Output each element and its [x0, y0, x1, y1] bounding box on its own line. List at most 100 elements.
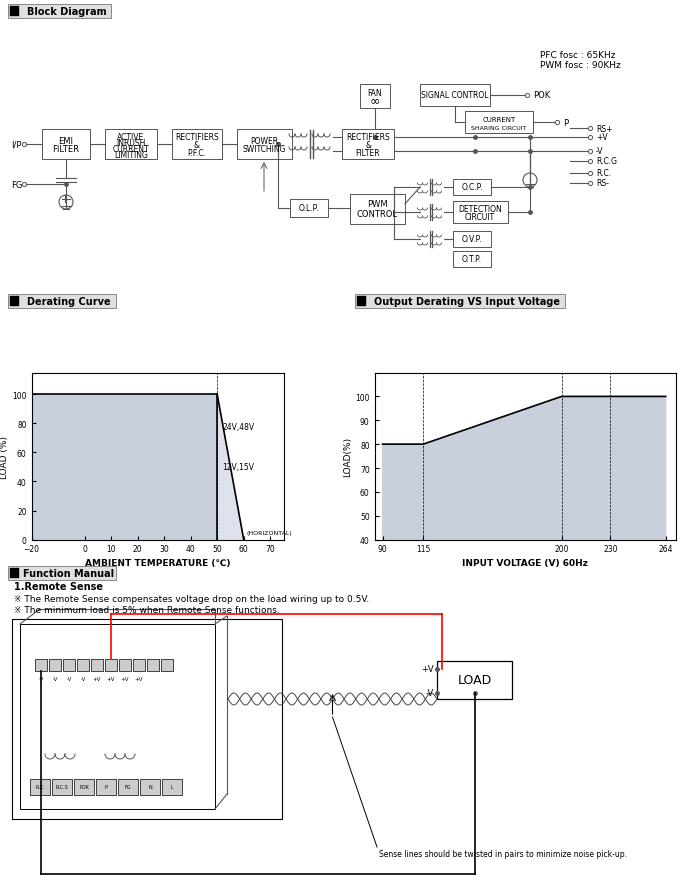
Bar [77, 659, 89, 672]
X-axis label: INPUT VOLTAGE (V) 60Hz: INPUT VOLTAGE (V) 60Hz [462, 558, 588, 567]
Bar [42, 130, 90, 160]
Text: INRUSH: INRUSH [116, 139, 146, 148]
Text: ※ The minimum load is 5% when Remote Sense functions.: ※ The minimum load is 5% when Remote Sen… [14, 606, 280, 615]
Text: +V: +V [134, 677, 144, 681]
Bar [10, 297, 19, 306]
Text: CURRENT: CURRENT [113, 146, 149, 155]
Bar [420, 85, 490, 107]
Text: Derating Curve: Derating Curve [27, 297, 111, 306]
Text: SIGNAL CONTROL: SIGNAL CONTROL [421, 91, 489, 100]
Text: PWM fosc : 90KHz: PWM fosc : 90KHz [540, 61, 621, 70]
Bar [350, 195, 405, 225]
Text: FG: FG [10, 180, 22, 190]
Text: ACTIVE: ACTIVE [118, 133, 145, 141]
Text: FILTER: FILTER [356, 148, 380, 157]
Text: RECTIFIERS: RECTIFIERS [346, 133, 390, 142]
Bar [453, 180, 491, 196]
Bar [8, 295, 116, 309]
Text: +V: +V [106, 677, 116, 681]
Text: R.C.: R.C. [596, 169, 611, 178]
Text: R.C.S: R.C.S [55, 785, 69, 789]
Text: &: & [194, 141, 200, 150]
Bar [133, 659, 145, 672]
Bar [360, 85, 390, 109]
Text: +V: +V [596, 133, 608, 142]
Text: P: P [104, 785, 107, 789]
Text: R.C.G: R.C.G [596, 157, 617, 166]
Bar [237, 130, 292, 160]
Bar [52, 779, 72, 795]
Text: L: L [171, 785, 174, 789]
Text: O.L.P.: O.L.P. [299, 205, 319, 213]
Text: -V: -V [38, 677, 43, 681]
Polygon shape [217, 395, 244, 540]
Bar [147, 659, 159, 672]
Text: 12V,15V: 12V,15V [223, 463, 255, 472]
Bar [342, 130, 394, 160]
Bar [12, 619, 282, 819]
Text: -V: -V [52, 677, 57, 681]
Text: SHARING CIRCUIT: SHARING CIRCUIT [471, 126, 526, 130]
Text: -V: -V [66, 677, 71, 681]
Bar [91, 659, 103, 672]
Text: O.C.P.: O.C.P. [461, 184, 483, 192]
Text: DETECTION: DETECTION [458, 205, 502, 214]
Bar [30, 779, 50, 795]
Bar [35, 659, 47, 672]
Bar [8, 5, 111, 19]
Text: +V: +V [120, 677, 130, 681]
Bar [74, 779, 94, 795]
Text: Output Derating VS Input Voltage: Output Derating VS Input Voltage [374, 297, 560, 306]
Text: Sense lines should be twisted in pairs to minimize noise pick-up.: Sense lines should be twisted in pairs t… [379, 850, 627, 859]
Bar [437, 661, 512, 699]
Text: CIRCUIT: CIRCUIT [465, 213, 495, 222]
Text: CONTROL: CONTROL [356, 210, 398, 220]
Bar [453, 232, 491, 248]
Text: -V: -V [596, 148, 603, 156]
Text: SWITCHING: SWITCHING [242, 146, 286, 155]
Text: O.V.P.: O.V.P. [462, 235, 482, 244]
Bar [140, 779, 160, 795]
Text: LIMITING: LIMITING [114, 151, 148, 161]
Text: ※ The Remote Sense compensates voltage drop on the load wiring up to 0.5V.: ※ The Remote Sense compensates voltage d… [14, 594, 370, 604]
Bar [172, 130, 222, 160]
Text: 24V,48V: 24V,48V [223, 422, 255, 431]
Bar [162, 779, 182, 795]
Text: RECTIFIERS: RECTIFIERS [175, 133, 219, 142]
Text: +V: +V [92, 677, 102, 681]
Text: O.T.P.: O.T.P. [462, 255, 482, 264]
Bar [357, 297, 366, 306]
Bar [465, 112, 533, 133]
Text: PWM: PWM [367, 200, 387, 209]
Bar [105, 659, 117, 672]
Text: EMI: EMI [59, 136, 74, 146]
Bar [453, 202, 508, 224]
Bar [119, 659, 131, 672]
Text: CURRENT: CURRENT [482, 117, 516, 123]
Text: RS+: RS+ [596, 125, 612, 133]
Bar [49, 659, 61, 672]
Bar [105, 130, 157, 160]
Text: RS-: RS- [596, 179, 609, 188]
Text: 1.Remote Sense: 1.Remote Sense [14, 581, 103, 591]
Text: P.F.C.: P.F.C. [188, 148, 206, 157]
Bar [96, 779, 116, 795]
Text: +V: +V [421, 665, 434, 673]
Y-axis label: LOAD(%): LOAD(%) [344, 436, 352, 477]
Text: R.C.: R.C. [35, 785, 45, 789]
Bar [8, 566, 116, 580]
Text: -V: -V [426, 688, 434, 698]
Bar [63, 659, 75, 672]
Bar [290, 200, 328, 218]
Y-axis label: LOAD (%): LOAD (%) [1, 435, 9, 478]
Bar [10, 568, 19, 579]
Text: FG: FG [125, 785, 132, 789]
Bar [10, 7, 19, 17]
Text: Block Diagram: Block Diagram [27, 7, 106, 17]
Polygon shape [32, 395, 217, 540]
X-axis label: AMBIENT TEMPERATURE (℃): AMBIENT TEMPERATURE (℃) [85, 558, 230, 567]
Text: ∞: ∞ [370, 95, 380, 107]
Text: I/P: I/P [11, 140, 22, 149]
Bar [20, 624, 215, 810]
Text: N: N [148, 785, 152, 789]
